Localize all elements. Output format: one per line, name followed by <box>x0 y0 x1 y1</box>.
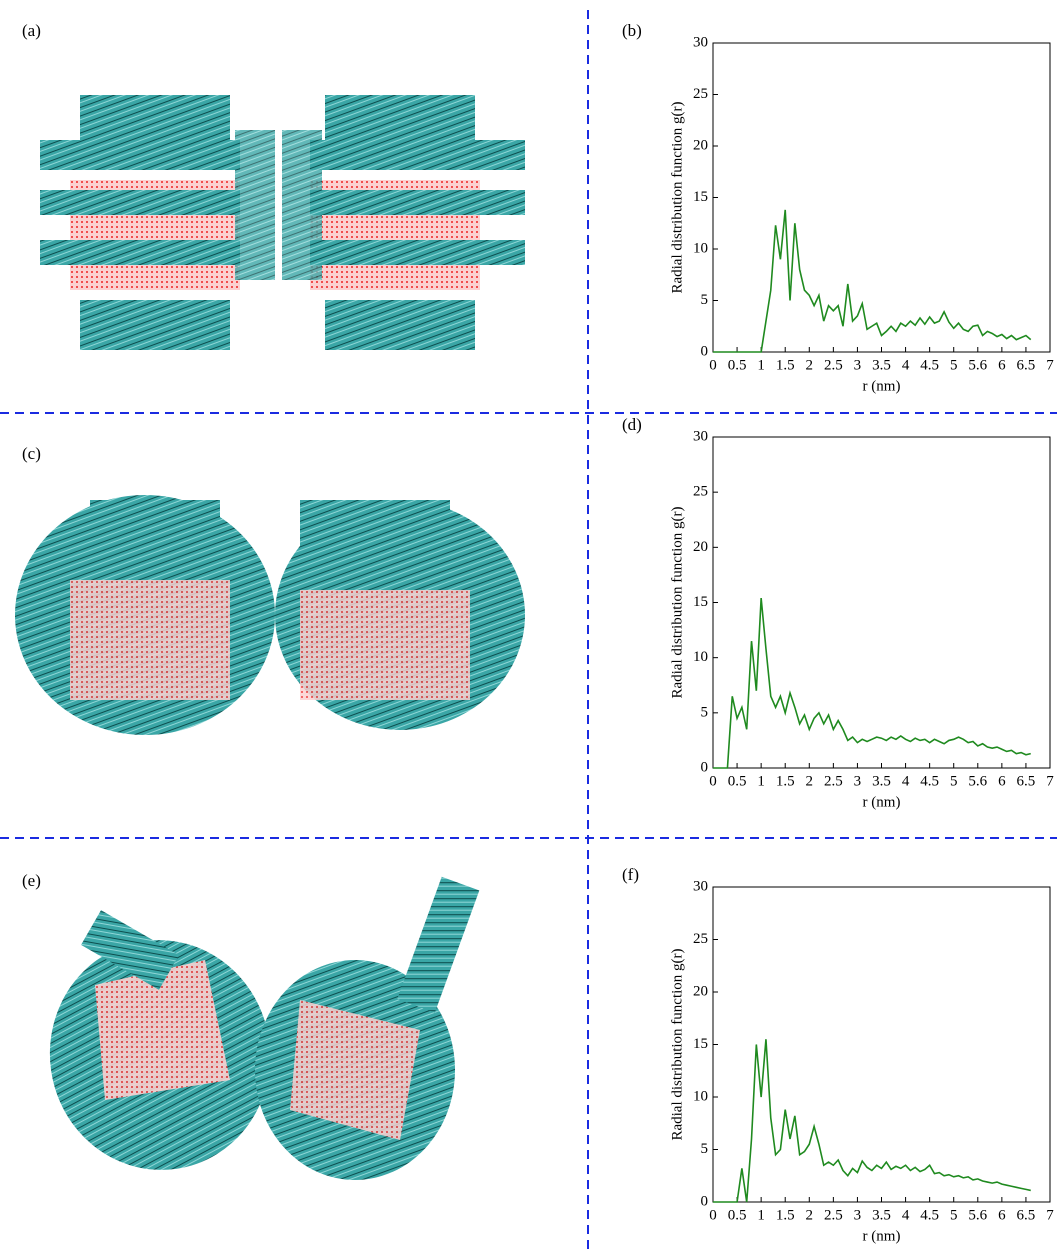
x-tick-label: 2 <box>806 357 814 373</box>
x-tick-label: 2 <box>806 1207 814 1223</box>
x-tick-label: 2.5 <box>824 357 843 373</box>
y-tick-label: 0 <box>701 759 709 775</box>
x-tick-label: 4.5 <box>920 357 939 373</box>
y-tick-label: 30 <box>693 428 708 444</box>
axes-box <box>712 42 1051 353</box>
x-tick-label: 7 <box>1046 1207 1054 1223</box>
y-axis-label: Radial distribution function g(r) <box>669 506 685 698</box>
x-tick-label: 5 <box>950 1207 958 1223</box>
x-tick-label: 0 <box>709 357 717 373</box>
x-tick-label: 5.6 <box>968 773 987 789</box>
y-axis-label: Radial distribution function g(r) <box>669 948 685 1140</box>
x-tick-label: 3.5 <box>872 1207 891 1223</box>
x-tick-label: 5 <box>950 773 958 789</box>
x-tick-label: 4 <box>902 1207 910 1223</box>
panel-label: (d) <box>622 415 642 434</box>
x-tick-label: 1 <box>757 773 765 789</box>
y-tick-label: 10 <box>693 1088 708 1104</box>
panel-label: (b) <box>622 21 642 40</box>
molecule-image <box>49 876 480 1180</box>
x-tick-label: 0.5 <box>728 357 747 373</box>
y-tick-label: 10 <box>693 240 708 256</box>
y-tick-label: 5 <box>701 1141 709 1157</box>
x-tick-label: 1 <box>757 357 765 373</box>
x-tick-label: 3.5 <box>872 357 891 373</box>
x-tick-label: 6.5 <box>1017 773 1036 789</box>
y-tick-label: 25 <box>693 484 708 500</box>
x-tick-label: 4.5 <box>920 1207 939 1223</box>
x-tick-label: 7 <box>1046 357 1054 373</box>
y-tick-label: 15 <box>693 1036 708 1052</box>
rdf-line <box>713 598 1031 769</box>
x-tick-label: 6.5 <box>1017 357 1036 373</box>
x-tick-label: 0 <box>709 773 717 789</box>
axes-box <box>712 436 1051 769</box>
x-tick-label: 7 <box>1046 773 1054 789</box>
y-tick-label: 0 <box>701 343 709 359</box>
x-tick-label: 3 <box>854 357 862 373</box>
x-tick-label: 1.5 <box>776 357 795 373</box>
panel-label: (c) <box>22 444 41 463</box>
y-tick-label: 20 <box>693 539 708 555</box>
molecule-image <box>40 95 525 350</box>
rdf-line <box>713 209 1032 353</box>
y-tick-label: 15 <box>693 189 708 205</box>
panel-label: (a) <box>22 21 41 40</box>
y-tick-label: 20 <box>693 983 708 999</box>
x-tick-label: 1.5 <box>776 1207 795 1223</box>
molecule-image <box>15 495 525 735</box>
y-tick-label: 25 <box>693 86 708 102</box>
x-tick-label: 6.5 <box>1017 1207 1036 1223</box>
x-axis-label: r (nm) <box>863 378 901 394</box>
x-tick-label: 2.5 <box>824 773 843 789</box>
x-tick-label: 3 <box>854 773 862 789</box>
y-tick-label: 30 <box>693 34 708 50</box>
y-tick-label: 5 <box>701 292 709 308</box>
y-tick-label: 15 <box>693 594 708 610</box>
x-tick-label: 6 <box>998 1207 1006 1223</box>
y-axis-label: Radial distribution function g(r) <box>669 101 685 293</box>
x-tick-label: 3.5 <box>872 773 891 789</box>
rdf-line <box>713 1039 1031 1203</box>
y-tick-label: 0 <box>701 1193 709 1209</box>
x-tick-label: 0 <box>709 1207 717 1223</box>
y-tick-label: 10 <box>693 649 708 665</box>
y-tick-label: 25 <box>693 931 708 947</box>
x-tick-label: 5.6 <box>968 357 987 373</box>
x-tick-label: 5 <box>950 357 958 373</box>
axes-box <box>712 886 1051 1203</box>
x-tick-label: 1.5 <box>776 773 795 789</box>
x-axis-label: r (nm) <box>863 1228 901 1244</box>
x-tick-label: 1 <box>757 1207 765 1223</box>
x-tick-label: 4.5 <box>920 773 939 789</box>
y-tick-label: 20 <box>693 137 708 153</box>
x-axis-label: r (nm) <box>863 794 901 810</box>
x-tick-label: 5.6 <box>968 1207 987 1223</box>
y-tick-label: 30 <box>693 878 708 894</box>
panel-label: (f) <box>622 865 639 884</box>
y-tick-label: 5 <box>701 704 709 720</box>
x-tick-label: 4 <box>902 773 910 789</box>
x-tick-label: 6 <box>998 773 1006 789</box>
x-tick-label: 2.5 <box>824 1207 843 1223</box>
x-tick-label: 0.5 <box>728 1207 747 1223</box>
x-tick-label: 4 <box>902 357 910 373</box>
panel-label: (e) <box>22 871 41 890</box>
x-tick-label: 3 <box>854 1207 862 1223</box>
x-tick-label: 6 <box>998 357 1006 373</box>
x-tick-label: 0.5 <box>728 773 747 789</box>
x-tick-label: 2 <box>806 773 814 789</box>
